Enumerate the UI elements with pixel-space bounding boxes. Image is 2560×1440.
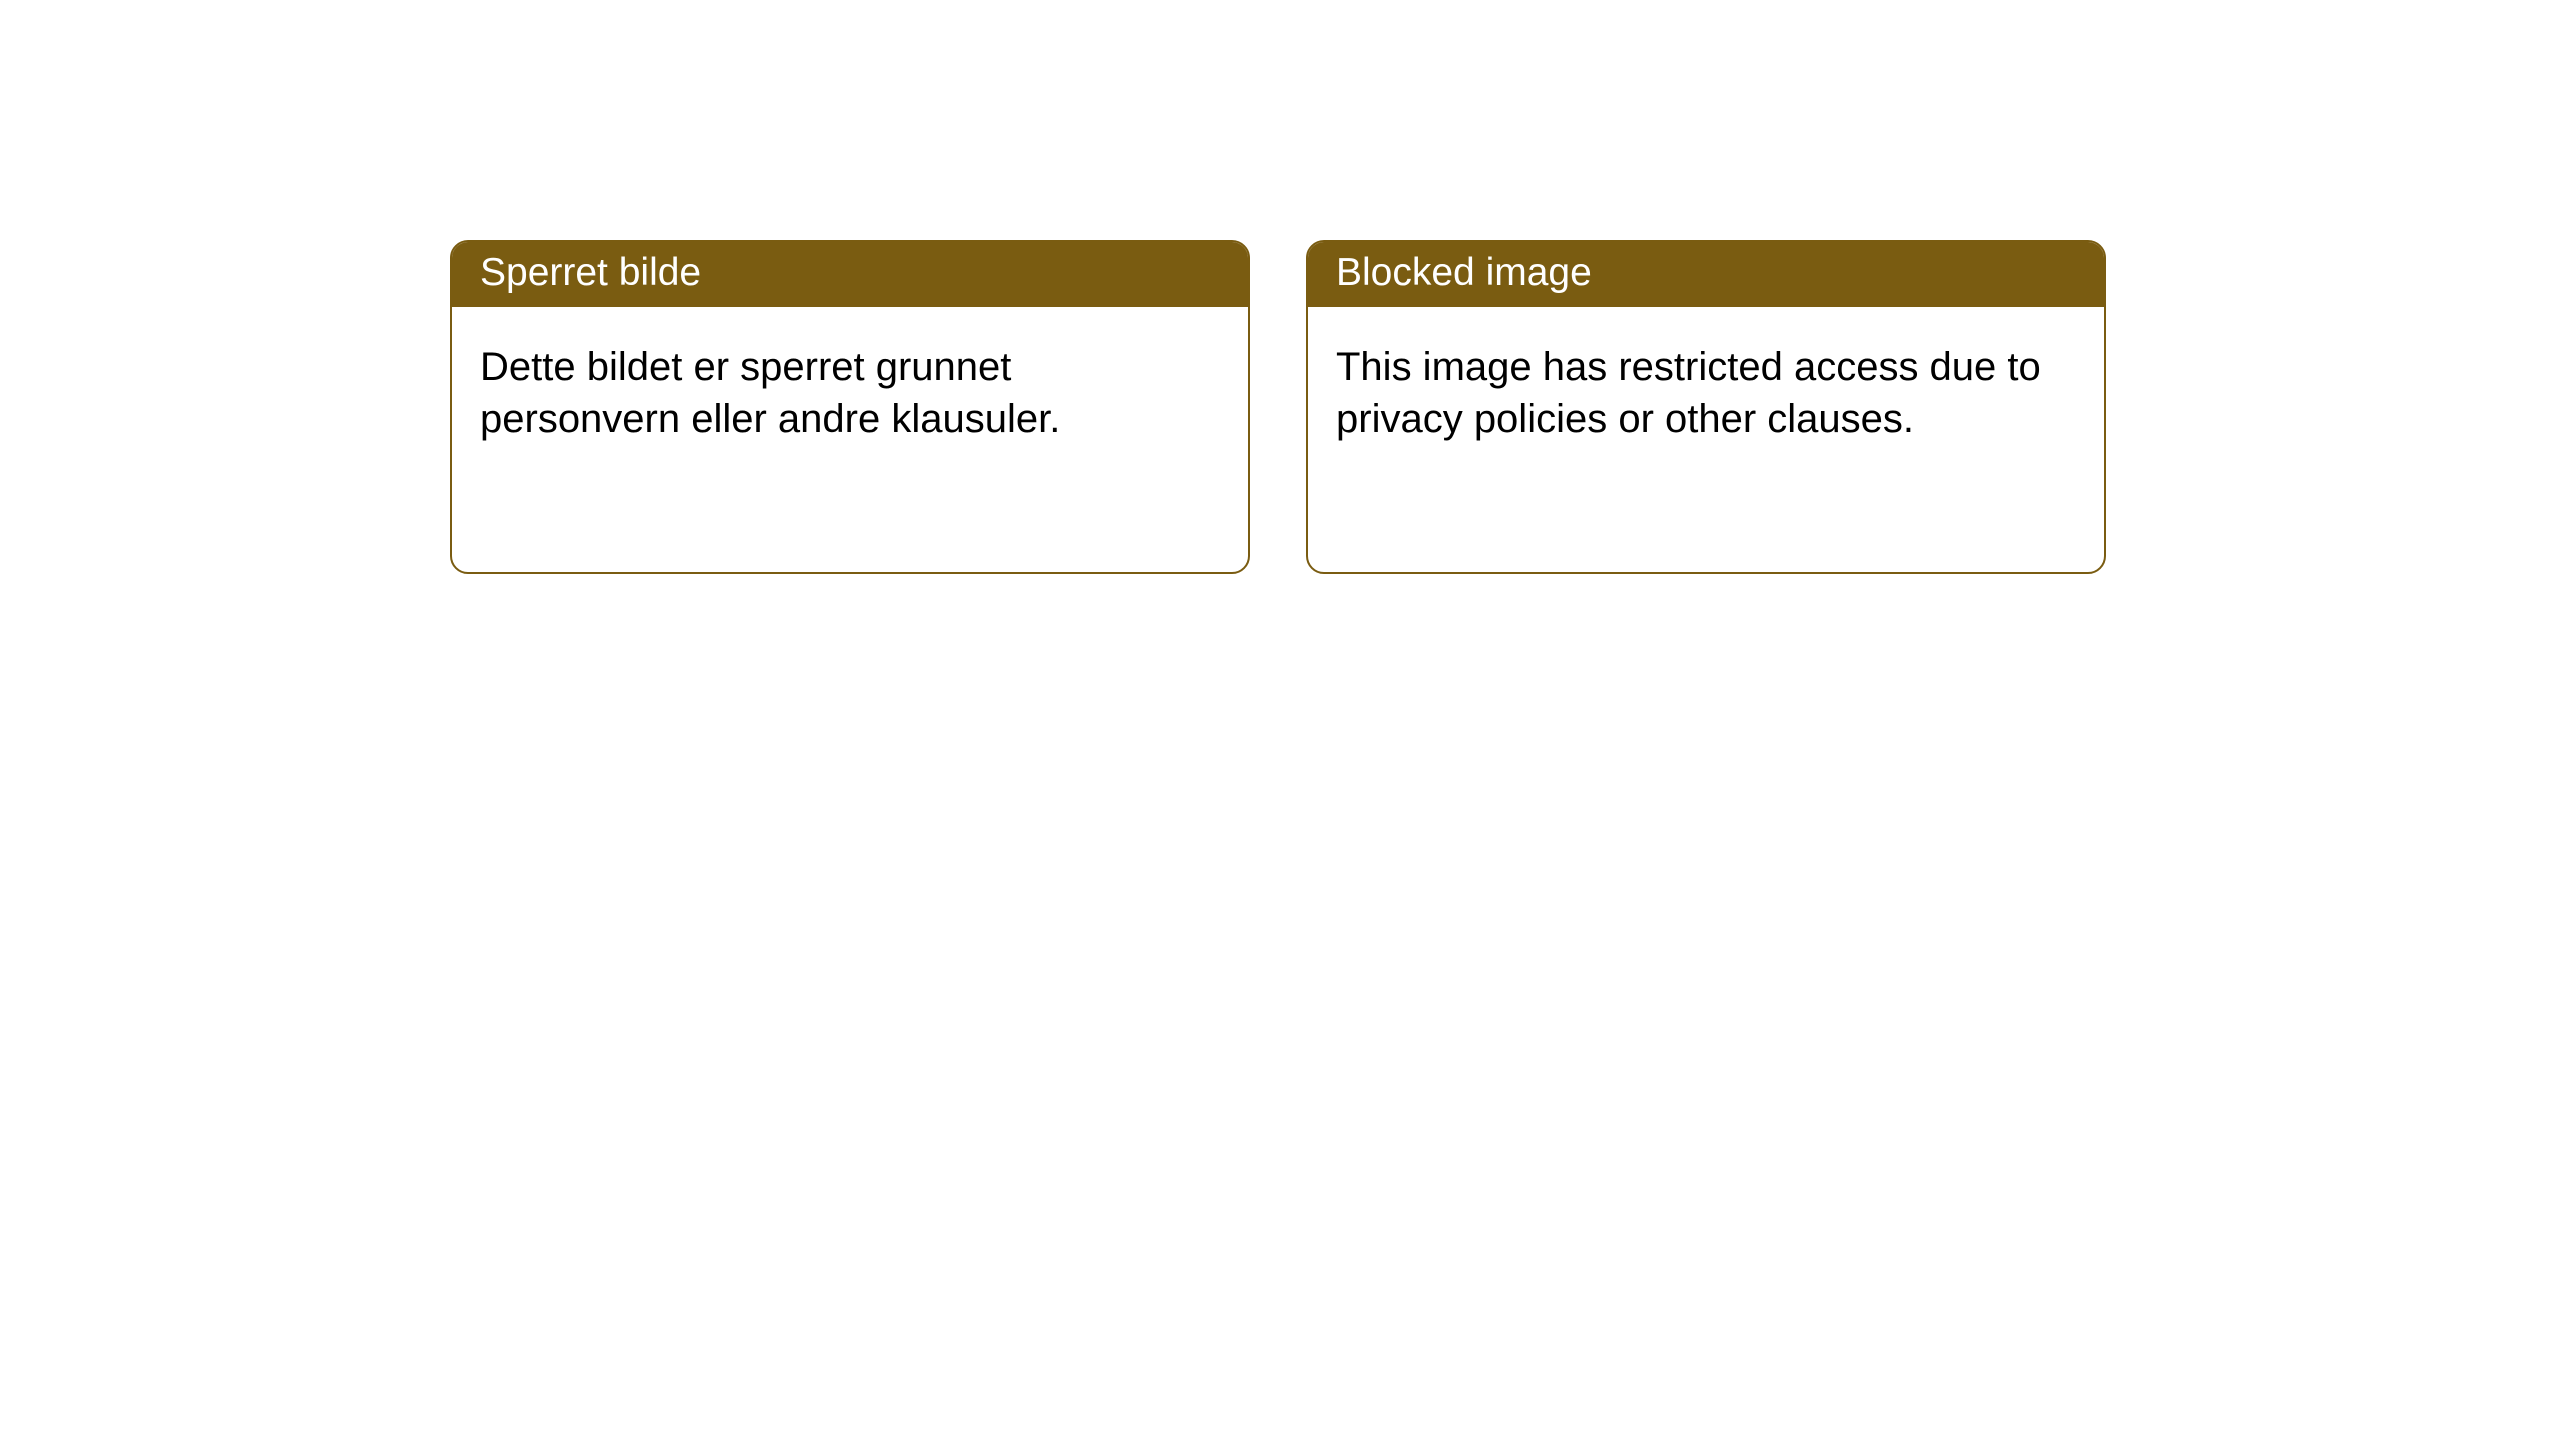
card-message-no: Dette bildet er sperret grunnet personve… — [480, 345, 1060, 441]
card-header-en: Blocked image — [1308, 242, 2104, 307]
blocked-image-card-no: Sperret bilde Dette bildet er sperret gr… — [450, 240, 1250, 574]
blocked-image-card-en: Blocked image This image has restricted … — [1306, 240, 2106, 574]
card-header-no: Sperret bilde — [452, 242, 1248, 307]
notice-container: Sperret bilde Dette bildet er sperret gr… — [0, 0, 2560, 574]
card-title-no: Sperret bilde — [480, 251, 701, 294]
card-body-en: This image has restricted access due to … — [1308, 307, 2104, 479]
card-message-en: This image has restricted access due to … — [1336, 345, 2041, 441]
card-title-en: Blocked image — [1336, 251, 1592, 294]
card-body-no: Dette bildet er sperret grunnet personve… — [452, 307, 1248, 479]
